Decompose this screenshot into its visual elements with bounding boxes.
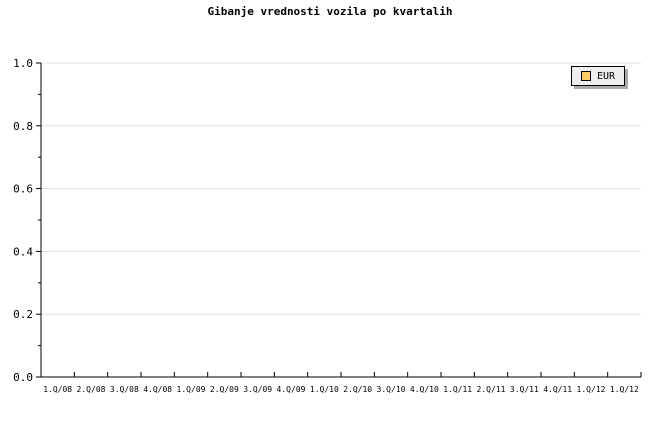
x-tick-label: 4.Q/11 — [543, 385, 572, 394]
x-tick-label: 1.Q/09 — [177, 385, 206, 394]
x-tick-label: 1.Q/12 — [610, 385, 639, 394]
y-tick-label: 0.8 — [13, 120, 33, 133]
y-tick-label: 0.4 — [13, 245, 33, 258]
chart-title: Gibanje vrednosti vozila po kvartalih — [207, 5, 453, 18]
x-tick-label: 1.Q/10 — [310, 385, 339, 394]
x-tick-label: 3.Q/10 — [377, 385, 406, 394]
x-tick-label: 3.Q/09 — [243, 385, 272, 394]
y-tick-label: 1.0 — [13, 57, 33, 70]
x-tick-label: 4.Q/08 — [143, 385, 172, 394]
y-tick-label: 0.2 — [13, 308, 33, 321]
x-tick-label: 4.Q/10 — [410, 385, 439, 394]
legend-label-eur: EUR — [597, 70, 616, 82]
x-tick-label: 1.Q/12 — [577, 385, 606, 394]
legend: EUR — [571, 66, 625, 86]
x-tick-label: 1.Q/08 — [43, 385, 72, 394]
y-tick-label: 0.6 — [13, 183, 33, 196]
x-tick-label: 1.Q/11 — [443, 385, 472, 394]
x-tick-label: 2.Q/11 — [477, 385, 506, 394]
x-tick-label: 3.Q/11 — [510, 385, 539, 394]
x-tick-label: 2.Q/10 — [343, 385, 372, 394]
x-tick-label: 2.Q/09 — [210, 385, 239, 394]
x-tick-label: 4.Q/09 — [277, 385, 306, 394]
x-tick-label: 3.Q/08 — [110, 385, 139, 394]
y-tick-label: 0.0 — [13, 371, 33, 384]
x-tick-label: 2.Q/08 — [77, 385, 106, 394]
legend-swatch-eur — [581, 71, 591, 81]
